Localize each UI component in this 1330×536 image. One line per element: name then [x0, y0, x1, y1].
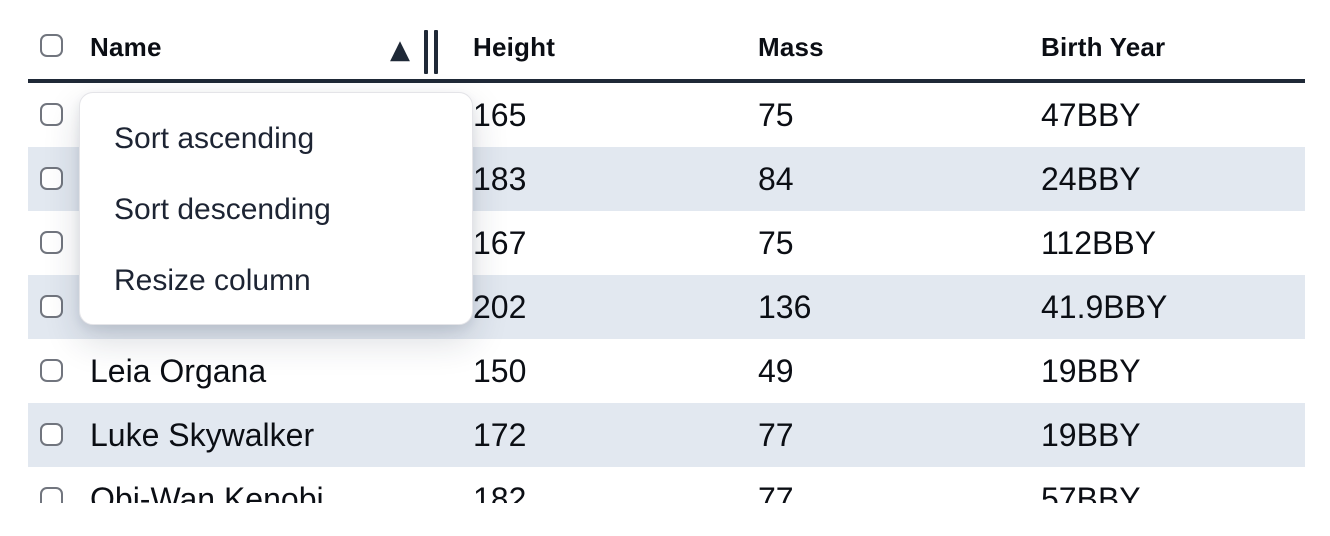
- column-header-height[interactable]: Height: [473, 32, 556, 62]
- cell-mass: 84: [758, 160, 794, 197]
- row-checkbox[interactable]: [40, 102, 63, 126]
- column-context-menu: Sort ascending Sort descending Resize co…: [79, 92, 473, 325]
- row-checkbox[interactable]: [40, 358, 63, 382]
- cell-birth-year: 24BBY: [1041, 160, 1141, 197]
- row-checkbox[interactable]: [40, 166, 63, 190]
- row-checkbox[interactable]: [40, 230, 63, 254]
- cell-mass: 49: [758, 352, 794, 389]
- cell-height: 165: [473, 96, 527, 133]
- cell-name: Obi-Wan Kenobi: [90, 480, 324, 504]
- row-checkbox[interactable]: [40, 294, 63, 318]
- menu-item-sort-ascending[interactable]: Sort ascending: [114, 121, 315, 155]
- cell-height: 202: [473, 288, 527, 325]
- cell-height: 182: [473, 480, 527, 504]
- cell-height: 172: [473, 416, 527, 453]
- cell-birth-year: 57BBY: [1041, 480, 1141, 504]
- cell-name: Luke Skywalker: [90, 416, 315, 453]
- cell-height: 150: [473, 352, 527, 389]
- column-header-name-label: Name: [90, 32, 162, 62]
- cell-height: 183: [473, 160, 527, 197]
- cell-birth-year: 41.9BBY: [1041, 288, 1168, 325]
- header-checkbox-cell: [28, 32, 90, 64]
- column-header-birth-year[interactable]: Birth Year: [1041, 32, 1166, 62]
- cell-name: Leia Organa: [90, 352, 267, 389]
- row-checkbox[interactable]: [40, 486, 63, 503]
- table-row: 165 75 47BBY: [28, 83, 1305, 147]
- cell-birth-year: 47BBY: [1041, 96, 1141, 133]
- sort-ascending-icon: ▲: [390, 35, 410, 65]
- select-all-checkbox[interactable]: [40, 33, 63, 57]
- cell-mass: 136: [758, 288, 812, 325]
- menu-item-resize-column[interactable]: Resize column: [114, 263, 311, 297]
- table-header-row: Name Height Mass Birth Year ▲: [28, 0, 1305, 83]
- column-resize-handle-icon[interactable]: [424, 30, 438, 74]
- table-row: Luke Skywalker 172 77 19BBY: [28, 403, 1305, 467]
- table-row: Leia Organa 150 49 19BBY: [28, 339, 1305, 403]
- table-row: Obi-Wan Kenobi 182 77 57BBY: [28, 467, 1305, 503]
- cell-birth-year: 19BBY: [1041, 416, 1141, 453]
- row-checkbox[interactable]: [40, 422, 63, 446]
- cell-height: 167: [473, 224, 527, 261]
- menu-item-sort-descending[interactable]: Sort descending: [114, 192, 331, 226]
- cell-mass: 77: [758, 480, 794, 504]
- cell-mass: 77: [758, 416, 794, 453]
- cell-mass: 75: [758, 96, 794, 133]
- column-header-mass[interactable]: Mass: [758, 32, 824, 62]
- cell-birth-year: 112BBY: [1041, 224, 1157, 261]
- cell-mass: 75: [758, 224, 794, 261]
- cell-birth-year: 19BBY: [1041, 352, 1141, 389]
- column-header-name[interactable]: Name: [90, 32, 473, 63]
- table-row: 167 75 112BBY: [28, 211, 1305, 275]
